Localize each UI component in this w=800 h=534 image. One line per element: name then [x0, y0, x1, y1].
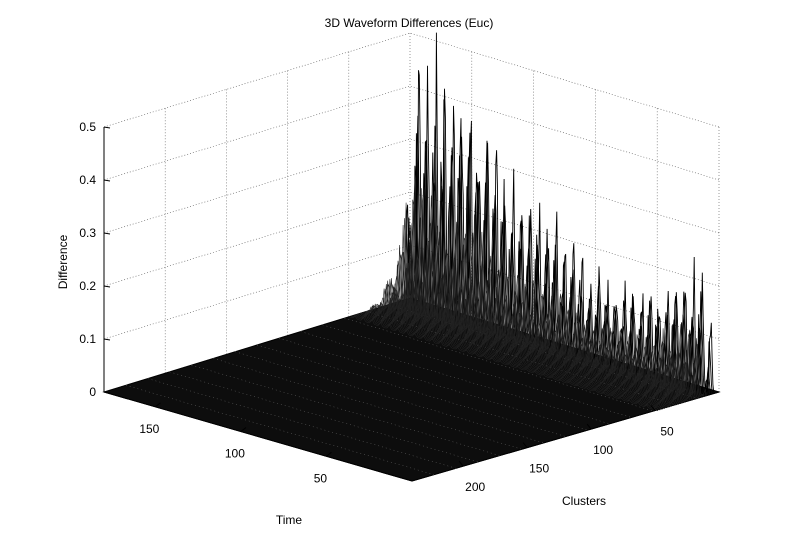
- y-tick-label: 100: [225, 447, 245, 461]
- x-tick-mark: [522, 442, 528, 448]
- axis-ticks: 0 0.1 0.2 0.3 0.4 0.5 50 100 150 200 50 100 150: [79, 120, 674, 494]
- z-axis-title: Difference: [56, 234, 70, 289]
- z-tick-mark: [103, 232, 111, 235]
- floor-grid-line: [213, 358, 522, 450]
- x-tick-label: 50: [660, 425, 674, 439]
- waveform-line: [394, 188, 705, 397]
- waveform-line: [380, 264, 691, 402]
- z-tick-label: 0.3: [79, 226, 96, 240]
- z-grid-line: [103, 85, 720, 181]
- x-tick-label: 100: [593, 443, 613, 457]
- y-axis-title: Time: [276, 513, 303, 527]
- z-tick-mark: [103, 179, 111, 182]
- floor-grid-line: [256, 344, 566, 437]
- floor-grid-line: [125, 385, 434, 475]
- y-tick-mark: [155, 402, 161, 408]
- waveform-line: [378, 276, 689, 402]
- z-tick-label: 0.2: [79, 279, 96, 293]
- floor-grid-line: [366, 311, 676, 405]
- x-tick-mark: [586, 423, 592, 430]
- y-tick-label: 150: [139, 422, 159, 436]
- x-tick-mark: [650, 405, 656, 411]
- waveform-line: [360, 308, 670, 408]
- y-tick-label: 50: [314, 471, 328, 485]
- z-tick-label: 0.4: [79, 173, 96, 187]
- floor-grid-line: [191, 364, 500, 456]
- waveform-line: [348, 315, 659, 412]
- waveform-line: [399, 152, 709, 396]
- x-axis-title: Clusters: [562, 494, 606, 508]
- y-tick-mark: [240, 427, 247, 432]
- waveform-surface: [348, 32, 716, 412]
- waveform-line: [351, 314, 661, 411]
- floor-grid-line: [235, 351, 544, 444]
- z-grid-line: [103, 138, 720, 234]
- floor-grid-line: [278, 338, 588, 431]
- x-tick-label: 150: [529, 462, 549, 476]
- floor-grid-line: [344, 317, 654, 412]
- waveform-line: [362, 304, 672, 407]
- floor-grid-line: [169, 371, 478, 463]
- x-tick-mark: [458, 460, 464, 467]
- z-grid-line: [103, 32, 720, 128]
- floor-grid-line: [147, 378, 456, 469]
- y-tick-mark: [326, 451, 332, 457]
- floor-grid-line: [322, 324, 632, 418]
- z-tick-mark: [103, 285, 111, 288]
- z-tick-mark: [103, 126, 111, 129]
- x-tick-label: 200: [465, 480, 485, 494]
- z-tick-label: 0.5: [79, 120, 96, 134]
- chart-title: 3D Waveform Differences (Euc): [325, 16, 494, 30]
- floor-grid-line: [300, 331, 610, 425]
- floor-texture: [125, 304, 698, 475]
- z-tick-label: 0: [89, 385, 96, 399]
- z-tick-label: 0.1: [79, 332, 96, 346]
- z-tick-mark: [103, 391, 111, 394]
- waveform-line: [364, 302, 675, 407]
- z-tick-mark: [103, 338, 111, 341]
